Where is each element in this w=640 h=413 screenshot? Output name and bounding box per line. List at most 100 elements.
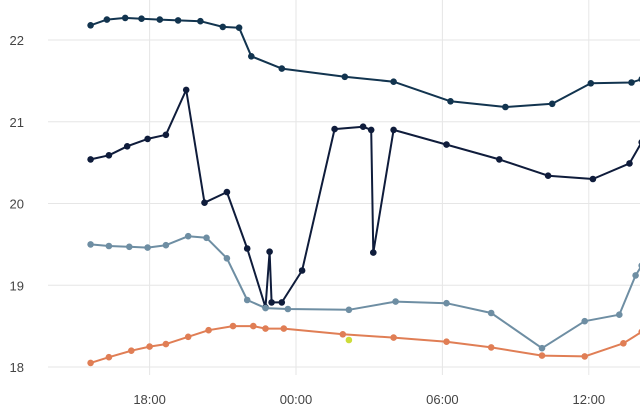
data-point[interactable] <box>123 143 131 150</box>
data-point[interactable] <box>616 311 623 319</box>
data-point[interactable] <box>201 199 208 206</box>
data-point[interactable] <box>156 16 164 23</box>
data-point[interactable] <box>128 347 135 355</box>
data-point[interactable] <box>443 141 450 148</box>
data-point[interactable] <box>162 131 170 139</box>
data-point[interactable] <box>390 78 397 85</box>
data-point[interactable] <box>223 188 231 196</box>
grid-lines <box>48 0 640 375</box>
data-point[interactable] <box>367 126 375 134</box>
x-tick-label: 12:00 <box>573 392 606 407</box>
data-point[interactable] <box>339 331 347 338</box>
data-point[interactable] <box>223 254 231 262</box>
data-point[interactable] <box>105 152 113 159</box>
x-tick-label: 18:00 <box>133 392 166 407</box>
data-point[interactable] <box>184 232 192 240</box>
series-line <box>90 88 640 309</box>
x-tick-label: 06:00 <box>426 392 459 407</box>
data-point[interactable] <box>262 325 269 332</box>
data-point[interactable] <box>390 334 397 341</box>
data-point[interactable] <box>105 353 113 361</box>
data-point[interactable] <box>581 317 588 325</box>
data-point[interactable] <box>587 80 595 87</box>
y-tick-label: 20 <box>10 197 24 212</box>
data-point[interactable] <box>487 309 495 317</box>
data-point[interactable] <box>345 306 353 314</box>
data-point[interactable] <box>298 267 306 274</box>
data-point[interactable] <box>266 248 273 255</box>
data-point[interactable] <box>443 299 450 307</box>
series-1 <box>87 14 640 111</box>
x-tick-label: 00:00 <box>280 392 313 407</box>
data-point[interactable] <box>203 234 210 242</box>
data-point[interactable] <box>121 14 129 22</box>
data-point[interactable] <box>502 103 509 111</box>
series-group <box>87 14 640 367</box>
x-axis-ticks: 18:00 00:00 06:00 12:00 <box>133 392 605 407</box>
y-axis-ticks: 18 19 20 21 22 <box>10 33 24 375</box>
data-point[interactable] <box>250 322 257 330</box>
data-point[interactable] <box>262 304 269 312</box>
data-point[interactable] <box>205 326 212 334</box>
data-point[interactable] <box>345 336 353 344</box>
data-point[interactable] <box>182 86 190 94</box>
data-point[interactable] <box>243 296 251 304</box>
data-point[interactable] <box>548 100 556 108</box>
y-tick-label: 22 <box>10 33 24 48</box>
data-point[interactable] <box>229 322 237 330</box>
y-tick-label: 18 <box>10 360 24 375</box>
y-tick-label: 19 <box>10 278 24 293</box>
series-line <box>90 235 640 350</box>
data-point[interactable] <box>284 305 292 313</box>
data-point[interactable] <box>447 98 454 105</box>
data-point[interactable] <box>280 325 288 332</box>
data-point[interactable] <box>248 53 255 60</box>
data-point[interactable] <box>105 242 113 250</box>
data-point[interactable] <box>581 353 588 360</box>
data-point[interactable] <box>87 241 94 248</box>
data-point[interactable] <box>138 15 145 22</box>
data-point[interactable] <box>620 340 627 347</box>
data-point[interactable] <box>626 160 633 167</box>
data-point[interactable] <box>146 343 153 350</box>
data-point[interactable] <box>278 65 286 72</box>
y-tick-label: 21 <box>10 115 24 130</box>
data-point[interactable] <box>538 344 546 352</box>
data-point[interactable] <box>278 299 286 306</box>
data-point[interactable] <box>87 22 94 29</box>
series-5 <box>345 336 353 344</box>
series-3 <box>87 232 640 352</box>
data-point[interactable] <box>341 73 349 81</box>
data-point[interactable] <box>628 79 635 86</box>
data-point[interactable] <box>87 359 94 367</box>
data-point[interactable] <box>487 344 495 351</box>
data-point[interactable] <box>632 272 639 279</box>
data-point[interactable] <box>544 172 552 179</box>
data-point[interactable] <box>126 243 133 251</box>
data-point[interactable] <box>235 24 243 32</box>
data-point[interactable] <box>370 249 377 256</box>
data-point[interactable] <box>162 241 170 249</box>
series-4 <box>87 322 640 367</box>
data-point[interactable] <box>589 175 597 183</box>
data-point[interactable] <box>359 123 367 130</box>
data-point[interactable] <box>390 126 397 134</box>
data-point[interactable] <box>87 156 94 163</box>
data-point[interactable] <box>538 352 546 359</box>
data-point[interactable] <box>144 244 151 251</box>
data-point[interactable] <box>243 245 251 252</box>
data-point[interactable] <box>184 333 192 341</box>
data-point[interactable] <box>219 23 227 31</box>
data-point[interactable] <box>174 17 182 24</box>
data-point[interactable] <box>496 156 503 163</box>
data-point[interactable] <box>103 16 111 23</box>
series-line <box>90 325 640 364</box>
data-point[interactable] <box>162 340 170 348</box>
data-point[interactable] <box>197 17 204 25</box>
data-point[interactable] <box>392 298 399 305</box>
data-point[interactable] <box>331 125 338 133</box>
data-point[interactable] <box>268 299 275 306</box>
series-2 <box>87 86 640 311</box>
data-point[interactable] <box>443 338 450 346</box>
data-point[interactable] <box>144 135 151 143</box>
